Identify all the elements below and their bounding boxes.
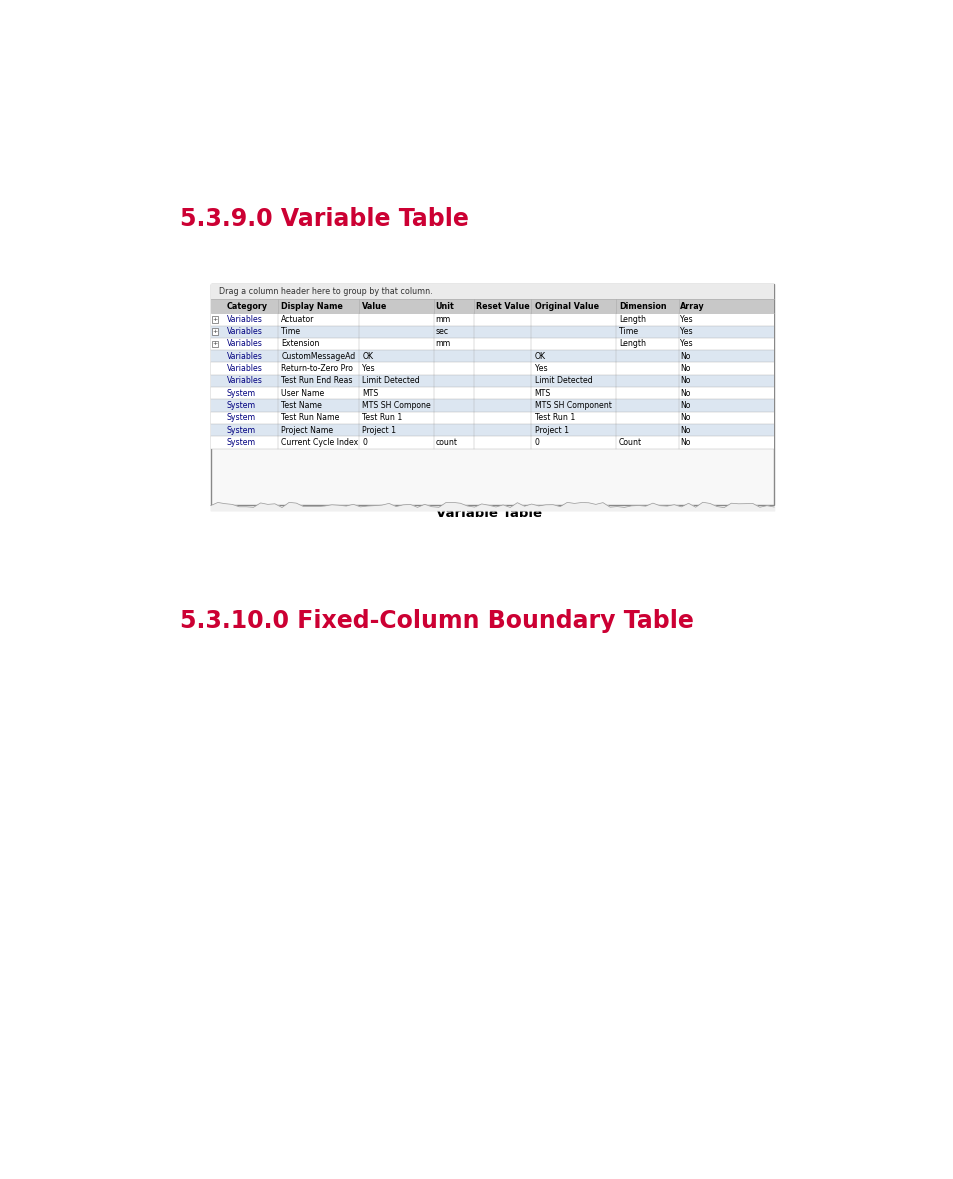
Text: Yes: Yes — [679, 340, 692, 349]
Text: Array: Array — [679, 302, 704, 311]
Text: Count: Count — [618, 439, 641, 447]
Text: 5.3.9.0 Variable Table: 5.3.9.0 Variable Table — [180, 206, 468, 231]
Text: System: System — [227, 414, 255, 422]
Text: No: No — [679, 414, 690, 422]
Bar — [212, 341, 217, 348]
Text: Test Run 1: Test Run 1 — [535, 414, 575, 422]
Text: Variables: Variables — [227, 327, 262, 336]
Text: Variables: Variables — [227, 351, 262, 361]
Text: Current Cycle Index: Current Cycle Index — [281, 439, 358, 447]
Text: Limit Detected: Limit Detected — [535, 376, 592, 386]
Text: Project 1: Project 1 — [535, 426, 568, 435]
Text: No: No — [679, 351, 690, 361]
Text: No: No — [679, 426, 690, 435]
Bar — [211, 362, 773, 375]
Text: Yes: Yes — [679, 315, 692, 324]
Text: Test Run End Reas: Test Run End Reas — [281, 376, 353, 386]
Text: OK: OK — [362, 351, 373, 361]
Bar — [211, 338, 773, 350]
Bar — [212, 316, 217, 323]
Bar — [212, 328, 217, 335]
Text: No: No — [679, 401, 690, 410]
Text: 0: 0 — [362, 439, 367, 447]
Text: Project 1: Project 1 — [362, 426, 396, 435]
Text: Yes: Yes — [535, 364, 547, 373]
Bar — [211, 387, 773, 400]
Bar — [211, 424, 773, 436]
Text: No: No — [679, 376, 690, 386]
Text: MTS: MTS — [362, 389, 378, 397]
Text: count: count — [435, 439, 456, 447]
Text: Drag a column header here to group by that column.: Drag a column header here to group by th… — [219, 288, 433, 296]
Text: System: System — [227, 439, 255, 447]
Bar — [211, 325, 773, 338]
Text: Length: Length — [618, 315, 645, 324]
Text: Time: Time — [281, 327, 300, 336]
Text: Project Name: Project Name — [281, 426, 334, 435]
Text: OK: OK — [535, 351, 545, 361]
Text: User Name: User Name — [281, 389, 324, 397]
Text: mm: mm — [435, 340, 450, 349]
Text: Reset Value: Reset Value — [476, 302, 529, 311]
Text: Test Run 1: Test Run 1 — [362, 414, 402, 422]
Text: Actuator: Actuator — [281, 315, 314, 324]
Text: mm: mm — [435, 315, 450, 324]
Text: Return-to-Zero Pro: Return-to-Zero Pro — [281, 364, 353, 373]
Text: MTS SH Component: MTS SH Component — [535, 401, 611, 410]
Bar — [211, 314, 773, 325]
Text: Length: Length — [618, 340, 645, 349]
Text: System: System — [227, 389, 255, 397]
Bar — [211, 350, 773, 362]
Text: No: No — [679, 389, 690, 397]
Text: Original Value: Original Value — [535, 302, 598, 311]
Text: +: + — [213, 317, 217, 322]
Text: Display Name: Display Name — [281, 302, 343, 311]
Text: Yes: Yes — [362, 364, 375, 373]
Text: Variable Table: Variable Table — [436, 507, 541, 520]
Text: MTS SH Compone: MTS SH Compone — [362, 401, 431, 410]
Text: Variables: Variables — [227, 376, 262, 386]
Text: Extension: Extension — [281, 340, 319, 349]
Text: Variables: Variables — [227, 315, 262, 324]
Text: No: No — [679, 364, 690, 373]
Text: Category: Category — [227, 302, 268, 311]
Text: No: No — [679, 439, 690, 447]
Text: Limit Detected: Limit Detected — [362, 376, 419, 386]
Text: +: + — [213, 329, 217, 334]
Text: Test Name: Test Name — [281, 401, 322, 410]
Bar — [211, 411, 773, 424]
Bar — [211, 436, 773, 449]
Bar — [211, 299, 773, 314]
Bar — [211, 284, 773, 505]
Text: 5.3.10.0 Fixed-Column Boundary Table: 5.3.10.0 Fixed-Column Boundary Table — [180, 610, 693, 633]
Text: sec: sec — [435, 327, 448, 336]
Text: System: System — [227, 426, 255, 435]
Text: Variables: Variables — [227, 364, 262, 373]
Text: Variables: Variables — [227, 340, 262, 349]
Text: Unit: Unit — [435, 302, 454, 311]
Text: +: + — [213, 342, 217, 347]
Text: 0: 0 — [535, 439, 539, 447]
Bar — [211, 400, 773, 411]
Text: System: System — [227, 401, 255, 410]
Bar — [211, 284, 773, 299]
Text: Test Run Name: Test Run Name — [281, 414, 339, 422]
Text: CustomMessageAd: CustomMessageAd — [281, 351, 355, 361]
Text: Value: Value — [362, 302, 387, 311]
Bar — [211, 375, 773, 387]
Text: Time: Time — [618, 327, 638, 336]
Text: Yes: Yes — [679, 327, 692, 336]
Text: Dimension: Dimension — [618, 302, 666, 311]
Text: MTS: MTS — [535, 389, 551, 397]
